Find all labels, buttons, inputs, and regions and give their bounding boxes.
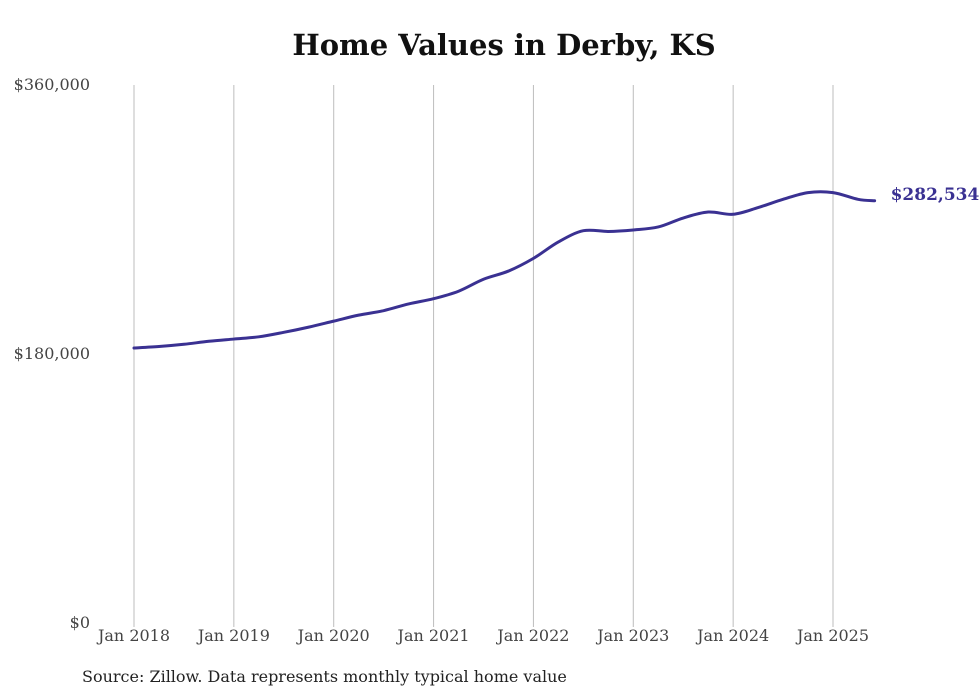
series-line-0 (132, 190, 877, 350)
chart-title: Home Values in Derby, KS (292, 28, 716, 62)
y-tick-label: $180,000 (14, 344, 90, 363)
gridlines (133, 85, 834, 627)
y-tick-label: $0 (70, 613, 90, 632)
x-tick-label: Jan 2024 (695, 626, 769, 645)
x-tick-label: Jan 2023 (595, 626, 669, 645)
x-tick-label: Jan 2020 (296, 626, 370, 645)
source-note: Source: Zillow. Data represents monthly … (82, 667, 567, 686)
x-tick-label: Jan 2018 (96, 626, 170, 645)
series-end-label: $282,534 (891, 185, 980, 205)
x-tick-label: Jan 2019 (196, 626, 270, 645)
x-tick-label: Jan 2021 (396, 626, 470, 645)
x-tick-label: Jan 2022 (495, 626, 569, 645)
series-layer: $282,534 (132, 185, 980, 350)
axis-ticks: Jan 2018 Jan 2019 Jan 2020 Jan 2021 Jan 2022… (14, 75, 869, 645)
x-tick-label: Jan 2025 (795, 626, 869, 645)
y-tick-label: $360,000 (14, 75, 90, 94)
